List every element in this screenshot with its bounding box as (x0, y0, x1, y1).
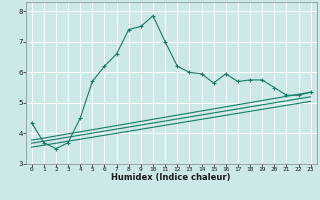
X-axis label: Humidex (Indice chaleur): Humidex (Indice chaleur) (111, 173, 231, 182)
